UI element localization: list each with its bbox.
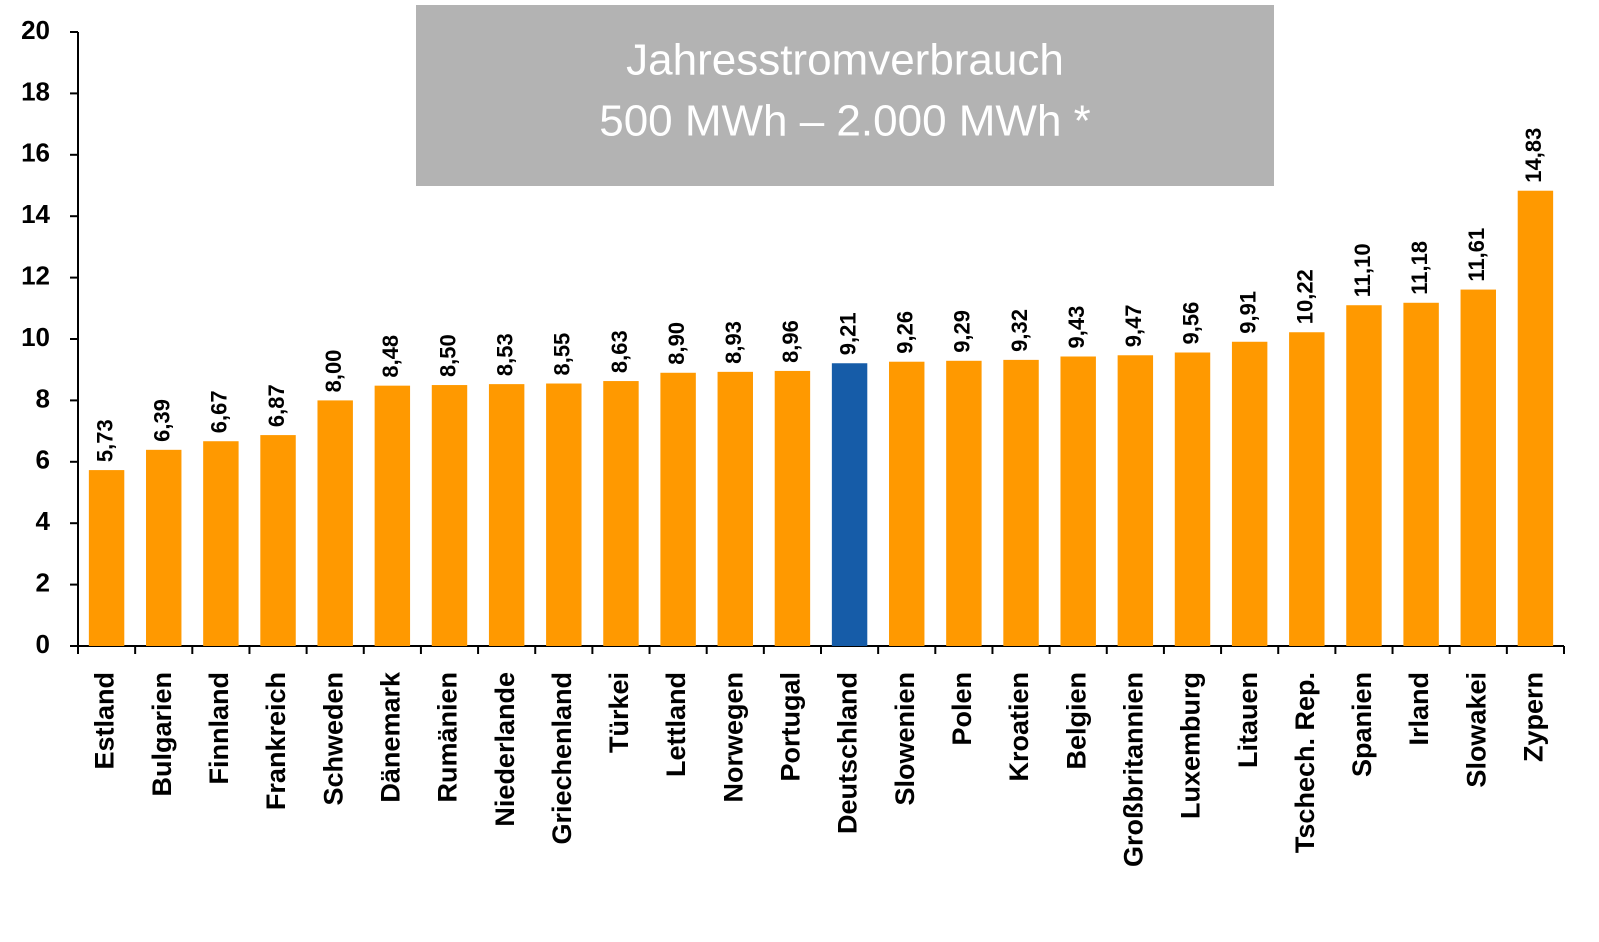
x-tick-label: Tschech. Rep. <box>1290 672 1320 853</box>
y-tick-label: 14 <box>21 199 50 229</box>
chart-title: Jahresstromverbrauch <box>626 36 1064 85</box>
x-tick-label: Luxemburg <box>1176 672 1206 819</box>
bar <box>374 385 411 646</box>
value-label: 5,73 <box>92 419 117 462</box>
value-label: 8,53 <box>492 333 517 376</box>
bar <box>1060 356 1096 646</box>
bar <box>1117 355 1154 646</box>
x-tick-label: Niederlande <box>490 672 520 827</box>
bar <box>431 385 468 646</box>
x-tick-label: Belgien <box>1061 672 1091 770</box>
y-tick-label: 10 <box>21 322 50 352</box>
value-label: 9,32 <box>1007 309 1032 352</box>
value-label: 9,47 <box>1121 304 1146 347</box>
value-label: 6,87 <box>264 384 289 427</box>
value-label: 9,21 <box>835 312 860 355</box>
x-tick-label: Rumänien <box>433 672 463 803</box>
value-label: 8,96 <box>778 320 803 363</box>
title-box <box>416 5 1274 186</box>
value-label: 8,90 <box>664 322 689 365</box>
bar <box>946 360 982 646</box>
bar <box>1003 359 1039 646</box>
bar <box>146 449 182 646</box>
bar <box>1346 305 1382 646</box>
bar <box>831 363 868 646</box>
value-label: 8,55 <box>550 333 575 376</box>
value-label: 6,39 <box>150 399 175 442</box>
bar <box>889 361 925 646</box>
value-label: 9,43 <box>1064 306 1089 349</box>
bar <box>1460 289 1496 646</box>
x-tick-label: Spanien <box>1347 672 1377 777</box>
y-tick-label: 18 <box>21 76 50 106</box>
x-tick-label: Deutschland <box>833 672 863 834</box>
bar <box>203 441 239 646</box>
value-label: 6,67 <box>207 390 232 433</box>
y-tick-label: 20 <box>21 15 50 45</box>
y-tick-label: 16 <box>21 138 50 168</box>
x-tick-label: Großbritannien <box>1118 672 1148 867</box>
x-tick-label: Dänemark <box>375 671 405 803</box>
y-tick-label: 0 <box>36 629 50 659</box>
y-tick-label: 2 <box>36 567 50 597</box>
x-tick-label: Finnland <box>204 672 234 784</box>
x-tick-label: Slowakei <box>1461 672 1491 788</box>
x-tick-label: Schweden <box>318 672 348 806</box>
bar <box>317 400 353 646</box>
bar <box>1231 341 1268 646</box>
value-label: 8,48 <box>378 335 403 378</box>
x-tick-label: Litauen <box>1233 672 1263 768</box>
value-label: 11,10 <box>1350 243 1375 297</box>
bar <box>1517 190 1554 646</box>
bar <box>660 372 696 646</box>
y-tick-label: 8 <box>36 383 50 413</box>
x-tick-label: Irland <box>1404 672 1434 746</box>
value-label: 9,91 <box>1235 291 1260 334</box>
x-tick-label: Estland <box>90 672 120 770</box>
y-tick-label: 6 <box>36 445 50 475</box>
bar <box>1174 352 1211 646</box>
value-label: 8,93 <box>721 321 746 364</box>
bar <box>603 381 639 646</box>
bar <box>88 470 125 646</box>
value-label: 10,22 <box>1293 269 1318 324</box>
x-tick-label: Polen <box>947 672 977 746</box>
x-tick-label: Zypern <box>1519 672 1549 762</box>
value-label: 9,26 <box>893 311 918 354</box>
x-tick-label: Frankreich <box>261 672 291 810</box>
x-tick-label: Portugal <box>776 672 806 782</box>
value-label: 11,18 <box>1407 241 1432 295</box>
x-tick-label: Kroatien <box>1004 672 1034 782</box>
bar <box>774 370 811 646</box>
x-tick-label: Lettland <box>661 672 691 777</box>
value-label: 8,00 <box>321 350 346 393</box>
x-tick-label: Norwegen <box>718 672 748 803</box>
bar <box>717 371 753 646</box>
y-tick-label: 4 <box>36 506 51 536</box>
bar <box>546 383 582 646</box>
value-label: 8,63 <box>607 330 632 373</box>
bar <box>488 384 525 646</box>
x-tick-label: Türkei <box>604 672 634 753</box>
bar <box>260 435 296 646</box>
bar <box>1403 302 1439 646</box>
value-label: 11,61 <box>1464 228 1489 282</box>
bar <box>1289 332 1325 646</box>
x-tick-label: Slowenien <box>890 672 920 806</box>
chart-subtitle: 500 MWh – 2.000 MWh * <box>599 97 1091 146</box>
x-tick-label: Bulgarien <box>147 672 177 797</box>
value-label: 9,29 <box>950 310 975 353</box>
value-label: 8,50 <box>435 334 460 377</box>
y-tick-label: 12 <box>21 260 50 290</box>
x-tick-label: Griechenland <box>547 672 577 845</box>
value-label: 14,83 <box>1521 128 1546 183</box>
value-label: 9,56 <box>1178 302 1203 345</box>
